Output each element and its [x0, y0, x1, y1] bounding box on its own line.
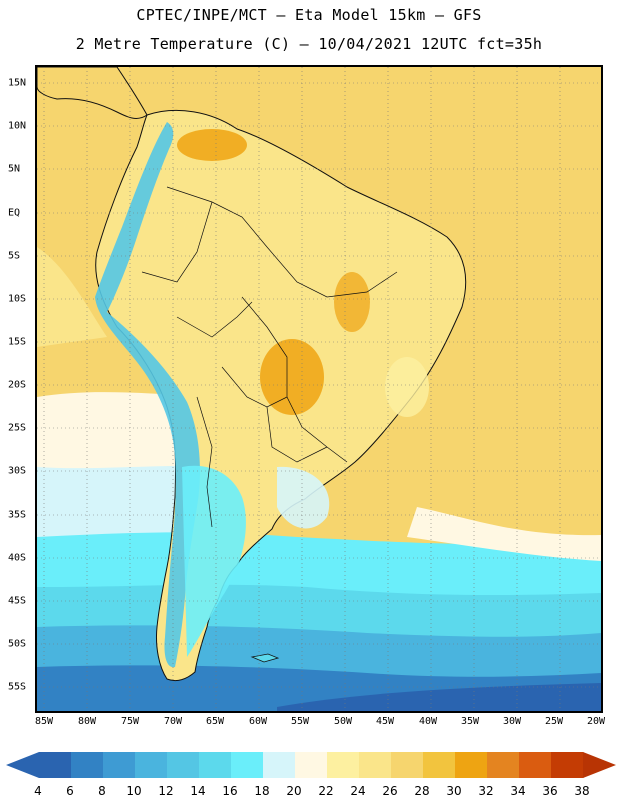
andes-cold-ridge: [95, 122, 200, 668]
lon-label-65w: 65W: [205, 716, 225, 727]
lat-label-25s: 25S: [8, 422, 27, 434]
lat-label-15n: 15N: [8, 77, 27, 89]
southeast-brazil-mild-spot: [385, 357, 429, 417]
lat-label-20s: 20S: [8, 379, 27, 391]
lon-label-75w: 75W: [120, 716, 140, 727]
mild-atlantic-band: [407, 507, 601, 561]
legend-tick-label: 18: [254, 784, 269, 798]
legend-tick-label: 16: [222, 784, 237, 798]
lon-label-85w: 85W: [34, 716, 54, 727]
map-title-line2: 2 Metre Temperature (C) – 10/04/2021 12U…: [75, 35, 543, 53]
legend-tick-label: 14: [190, 784, 205, 798]
central-brazil-warm-spot: [334, 272, 370, 332]
lat-label-40s: 40S: [8, 552, 27, 564]
legend-tick-label: 24: [350, 784, 365, 798]
legend-tick-label: 26: [382, 784, 397, 798]
lat-label-50s: 50S: [8, 638, 27, 650]
lat-label-30s: 30S: [8, 465, 27, 477]
patagonia-cold-area: [182, 465, 246, 657]
legend-swatch: [327, 752, 360, 778]
lat-label-10s: 10S: [8, 293, 27, 305]
legend-tick-label: 32: [478, 784, 493, 798]
legend-tick-label: 22: [318, 784, 333, 798]
lon-label-40w: 40W: [418, 716, 438, 727]
legend-tick-label: 38: [574, 784, 589, 798]
legend-swatch: [103, 752, 136, 778]
lat-label-55s: 55S: [8, 681, 27, 693]
lat-label-5s: 5S: [8, 250, 21, 262]
central-america-landmass: [37, 67, 148, 119]
lat-label-10n: 10N: [8, 120, 27, 132]
legend-high-arrow: [583, 752, 616, 778]
legend-tick-label: 36: [542, 784, 557, 798]
lon-label-20w: 20W: [586, 716, 606, 727]
lat-label-45s: 45S: [8, 595, 27, 607]
legend-tick-label: 20: [286, 784, 301, 798]
pantanal-hot-spot: [260, 339, 324, 415]
lat-label-eq: EQ: [8, 207, 21, 219]
coldest-southern-band: [277, 683, 601, 711]
legend-tick-label: 4: [34, 784, 42, 798]
lon-label-30w: 30W: [502, 716, 522, 727]
legend-swatch: [39, 752, 72, 778]
legend-tick-label: 6: [66, 784, 74, 798]
lon-label-45w: 45W: [375, 716, 395, 727]
legend-swatch: [199, 752, 232, 778]
venezuela-hot-spot: [177, 129, 247, 161]
lon-label-60w: 60W: [248, 716, 268, 727]
legend-tick-label: 12: [158, 784, 173, 798]
map-title-line1: CPTEC/INPE/MCT – Eta Model 15km – GFS: [136, 6, 482, 24]
temperature-color-legend: 4 6 8 10 12 14 16 18 20 22 24 26 28 30 32 34 36 38: [6, 752, 616, 798]
legend-tick-label: 10: [126, 784, 141, 798]
lon-label-70w: 70W: [163, 716, 183, 727]
lon-label-50w: 50W: [333, 716, 353, 727]
falkland-islands: [250, 653, 280, 663]
legend-swatch: [231, 752, 264, 778]
country-borders: [141, 186, 398, 528]
legend-swatch: [135, 752, 168, 778]
legend-swatch: [359, 752, 392, 778]
lon-label-80w: 80W: [77, 716, 97, 727]
legend-swatch: [295, 752, 328, 778]
uruguay-cool-area: [277, 466, 330, 529]
legend-tick-label: 34: [510, 784, 525, 798]
legend-tick-label: 30: [446, 784, 461, 798]
graticule: [37, 67, 601, 711]
lat-label-35s: 35S: [8, 509, 27, 521]
legend-swatch: [391, 752, 424, 778]
pacific-warm-band: [37, 247, 107, 347]
legend-swatch: [551, 752, 584, 778]
lon-label-35w: 35W: [460, 716, 480, 727]
legend-low-arrow: [6, 752, 39, 778]
legend-swatch: [71, 752, 104, 778]
legend-swatch: [167, 752, 200, 778]
lat-label-5n: 5N: [8, 163, 21, 175]
lon-label-25w: 25W: [544, 716, 564, 727]
legend-swatch: [519, 752, 552, 778]
lat-label-15s: 15S: [8, 336, 27, 348]
legend-swatch: [263, 752, 296, 778]
temperature-map: [35, 65, 603, 713]
legend-tick-label: 28: [414, 784, 429, 798]
legend-swatch: [423, 752, 456, 778]
map-canvas: [37, 67, 601, 711]
legend-swatch: [455, 752, 488, 778]
lon-label-55w: 55W: [290, 716, 310, 727]
legend-swatch: [487, 752, 520, 778]
legend-tick-label: 8: [98, 784, 106, 798]
